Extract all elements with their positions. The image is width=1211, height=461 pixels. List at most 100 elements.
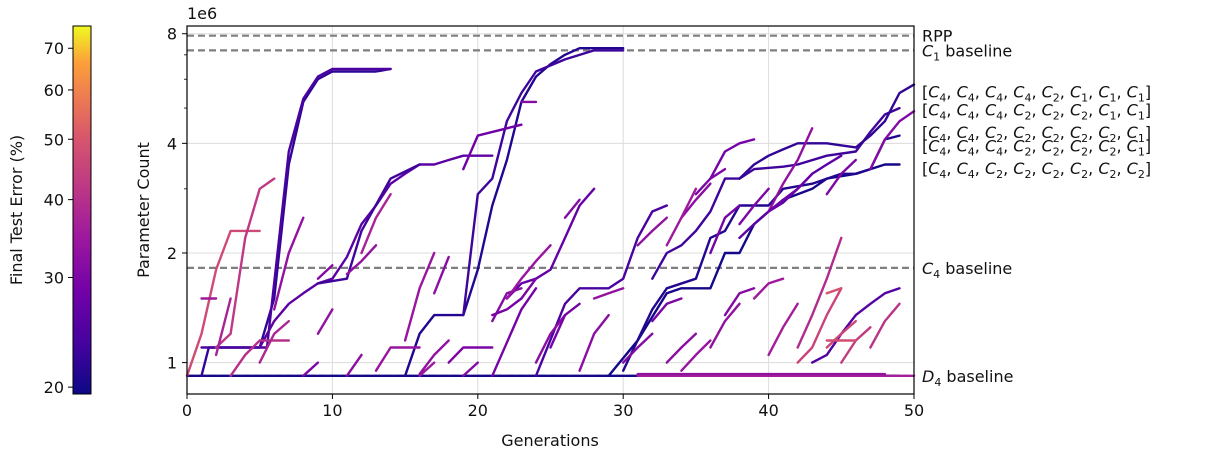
d4-tail: baseline [941, 367, 1013, 386]
series-line [622, 134, 901, 372]
series-line [651, 297, 683, 323]
config-separator: , [1116, 123, 1126, 142]
config-subscript: 2 [1081, 110, 1088, 123]
config-separator: , [1116, 159, 1126, 178]
config-subscript: 4 [968, 145, 975, 158]
colorbar-tick-label: 30 [44, 268, 64, 287]
config-separator: , [975, 101, 985, 120]
series-line [680, 182, 712, 219]
config-subscript: 1 [1109, 92, 1116, 105]
series-line [418, 339, 450, 376]
config-letter: C [1042, 101, 1054, 120]
config-separator: , [1031, 101, 1041, 120]
config-subscript: 2 [1053, 92, 1060, 105]
config-letter: C [957, 159, 969, 178]
config-subscript: 4 [1024, 92, 1031, 105]
config-letter: C [985, 123, 997, 142]
colorbar-tick-label: 40 [44, 191, 64, 210]
config-separator: , [946, 101, 956, 120]
c4-subscript: 4 [933, 268, 940, 281]
config-subscript: 4 [996, 145, 1003, 158]
config-subscript: 1 [1138, 145, 1145, 158]
config-subscript: 2 [1081, 132, 1088, 145]
config-separator: , [1116, 101, 1126, 120]
config-separator: , [1003, 101, 1013, 120]
config-subscript: 4 [939, 92, 946, 105]
config-subscript: 2 [996, 132, 1003, 145]
series-line [214, 177, 276, 349]
series-line [185, 229, 261, 377]
config-letter: C [1098, 136, 1110, 155]
series-line [418, 361, 436, 377]
x-ticks: 0 10 20 30 40 50 [182, 394, 924, 420]
config-letter: C [1013, 159, 1025, 178]
config-label: [C4, C4, C4, C2, C2, C2, C2, C1] [922, 136, 1151, 158]
series-line [607, 163, 901, 377]
config-letter: C [928, 101, 940, 120]
series-line [491, 287, 538, 377]
series-line [825, 287, 843, 295]
series-line [462, 123, 523, 171]
c1-subscript: 1 [933, 50, 940, 63]
config-letter: C [1127, 83, 1139, 102]
y-tick-label: 8 [167, 25, 177, 44]
series-line [752, 277, 785, 300]
y-tick-label: 4 [167, 134, 177, 153]
config-subscript: 2 [1109, 132, 1116, 145]
d4-baseline-label: D4 baseline [922, 367, 1013, 389]
config-letter: C [1070, 83, 1082, 102]
series-line [578, 313, 610, 372]
config-separator: , [1116, 136, 1126, 155]
y-ticks: 1 2 4 8 [167, 25, 187, 373]
config-separator: ] [1145, 101, 1151, 120]
config-letter: C [1127, 101, 1139, 120]
config-subscript: 4 [968, 92, 975, 105]
series-line [709, 138, 756, 180]
config-letter: C [1013, 101, 1025, 120]
series-line [374, 346, 421, 372]
config-subscript: 4 [939, 168, 946, 181]
series-line [534, 204, 668, 377]
series-line [447, 346, 494, 364]
d4-letter: D [922, 367, 934, 386]
config-separator: , [946, 159, 956, 178]
config-separator: , [1003, 83, 1013, 102]
series-line [316, 163, 421, 285]
config-letter: C [1098, 83, 1110, 102]
config-subscript: 4 [968, 168, 975, 181]
series-line [345, 353, 363, 377]
rpp-label: RPP [922, 27, 953, 46]
config-subscript: 1 [1138, 92, 1145, 105]
series-line [462, 361, 479, 377]
config-letter: C [957, 83, 969, 102]
series-line [316, 264, 334, 280]
c4-letter: C [922, 259, 934, 278]
series-line [258, 319, 290, 364]
series-line [345, 244, 378, 276]
config-subscript: 2 [1053, 168, 1060, 181]
config-letter: C [928, 83, 940, 102]
series-line [665, 332, 698, 364]
y-tick-label: 2 [167, 244, 177, 263]
config-letter: C [928, 136, 940, 155]
config-separator: , [1088, 83, 1098, 102]
config-letter: C [928, 159, 940, 178]
config-subscript: 4 [996, 92, 1003, 105]
series-line [200, 67, 392, 349]
config-subscript: 2 [1081, 168, 1088, 181]
baseline-labels: RPP C1 baseline C4 baseline D4 baseline [922, 27, 1013, 389]
config-subscript: 2 [1024, 110, 1031, 123]
config-separator: , [1003, 159, 1013, 178]
config-subscript: 4 [996, 110, 1003, 123]
x-tick-label: 50 [904, 401, 924, 420]
x-tick-label: 30 [613, 401, 633, 420]
config-label: [C4, C4, C4, C4, C2, C1, C1, C1] [922, 83, 1151, 105]
series-line [563, 198, 581, 219]
config-letter: C [1070, 101, 1082, 120]
config-separator: , [1031, 123, 1041, 142]
plot-area: 0 10 20 30 40 50 1 2 4 8 1e6 Generations Paramet… [134, 4, 924, 450]
colorbar-gradient [72, 25, 92, 395]
c4-tail: baseline [940, 259, 1012, 278]
config-separator: , [1088, 123, 1098, 142]
series-line [505, 244, 552, 300]
